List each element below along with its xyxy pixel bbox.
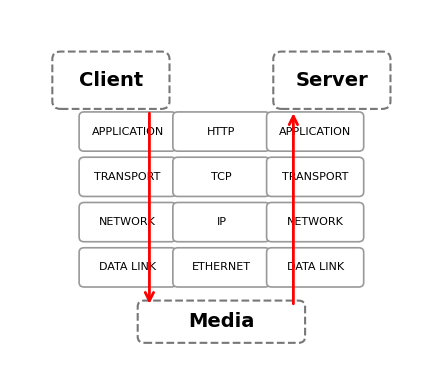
FancyBboxPatch shape [79,157,176,196]
Text: DATA LINK: DATA LINK [286,262,344,272]
FancyBboxPatch shape [173,112,270,151]
Text: HTTP: HTTP [207,127,235,136]
Text: Media: Media [188,312,254,331]
Text: IP: IP [216,217,226,227]
Text: Client: Client [79,71,143,90]
FancyBboxPatch shape [267,112,364,151]
FancyBboxPatch shape [79,248,176,287]
Text: TRANSPORT: TRANSPORT [282,172,348,182]
Text: TRANSPORT: TRANSPORT [95,172,161,182]
Text: TCP: TCP [211,172,232,182]
FancyBboxPatch shape [267,157,364,196]
Text: ETHERNET: ETHERNET [192,262,251,272]
FancyBboxPatch shape [52,52,169,109]
FancyBboxPatch shape [267,248,364,287]
Text: Server: Server [295,71,368,90]
Text: APPLICATION: APPLICATION [279,127,351,136]
Text: NETWORK: NETWORK [99,217,156,227]
FancyBboxPatch shape [173,248,270,287]
FancyBboxPatch shape [79,203,176,242]
FancyBboxPatch shape [79,112,176,151]
FancyBboxPatch shape [173,203,270,242]
Text: NETWORK: NETWORK [287,217,343,227]
FancyBboxPatch shape [138,301,305,343]
Text: DATA LINK: DATA LINK [99,262,156,272]
FancyBboxPatch shape [273,52,391,109]
FancyBboxPatch shape [267,203,364,242]
FancyBboxPatch shape [173,157,270,196]
Text: APPLICATION: APPLICATION [92,127,164,136]
